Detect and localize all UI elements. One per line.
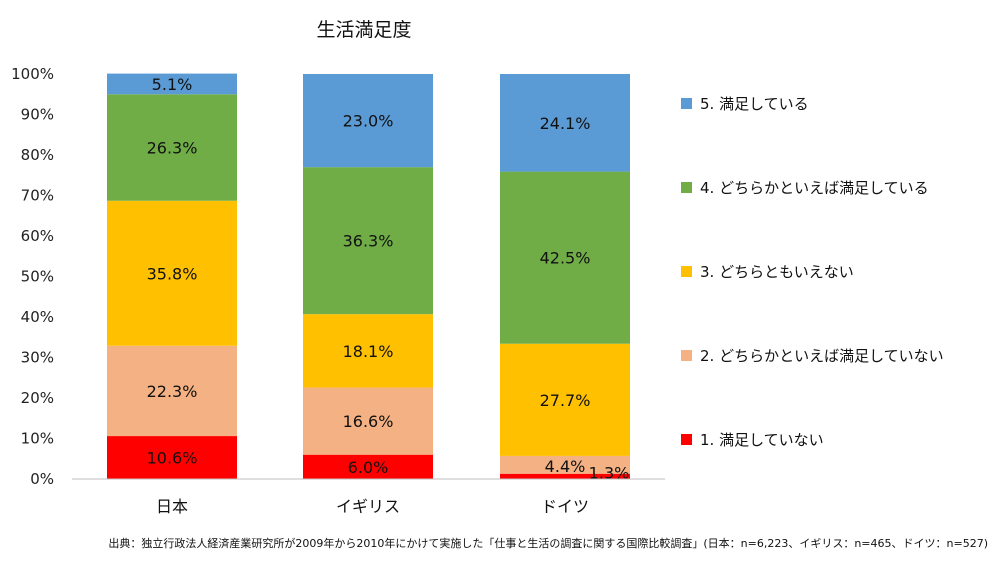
y-tick-label: 70% [21,187,54,205]
bar-segment [303,454,433,479]
bar-segment [500,171,630,344]
legend: 5. 満足している 4. どちらかといえば満足している 3. どちらともいえない 2.… [681,95,944,449]
x-category-label: ドイツ [541,497,589,516]
data-label: 18.1% [343,342,394,361]
data-label: 5.1% [152,75,193,94]
legend-swatch [681,182,692,193]
data-label: 36.3% [343,232,394,251]
bar-segment [500,74,630,172]
bar-segment [303,314,433,388]
data-label: 27.7% [540,391,591,410]
y-tick-label: 50% [21,268,54,286]
y-tick-label: 90% [21,106,54,124]
y-tick-label: 100% [11,65,54,83]
data-label: 42.5% [540,249,591,268]
legend-swatch [681,350,692,361]
legend-swatch [681,98,692,109]
legend-label: 3. どちらともいえない [700,263,854,281]
legend-swatch [681,434,692,445]
y-tick-label: 60% [21,227,54,245]
bar-segment [107,73,237,95]
data-label: 35.8% [147,264,198,283]
bars: 10.6% 22.3% 35.8% 26.3% 5.1% 6.0% 16.6% 18.1% 36… [107,73,630,482]
data-label: 4.4% [545,457,586,476]
data-label: 22.3% [147,382,198,401]
legend-swatch [681,266,692,277]
x-axis: 日本 イギリス ドイツ [72,478,665,516]
y-tick-label: 40% [21,308,54,326]
legend-label: 5. 満足している [700,95,809,113]
legend-label: 1. 満足していない [700,431,824,449]
legend-label: 4. どちらかといえば満足している [700,179,929,197]
bar-segment [303,74,433,168]
x-category-label: 日本 [156,497,188,516]
y-tick-label: 20% [21,389,54,407]
bar-segment [500,455,630,474]
data-label: 16.6% [343,412,394,431]
bar-segment [303,167,433,315]
y-tick-label: 10% [21,430,54,448]
bar-segment [303,387,433,455]
data-label: 1.3% [589,463,630,482]
data-label: 24.1% [540,114,591,133]
bar-segment [107,345,237,437]
data-label: 6.0% [348,458,389,477]
bar-segment [107,436,237,479]
source-note: 出典：独立行政法人経済産業研究所が2009年から2010年にかけて実施した「仕事… [108,536,988,550]
y-axis: 0% 10% 20% 30% 40% 50% 60% 70% 80% 90% 100% [11,65,54,488]
data-label: 26.3% [147,139,198,158]
data-label: 10.6% [147,449,198,468]
x-category-label: イギリス [336,497,400,516]
y-tick-label: 30% [21,349,54,367]
chart-title: 生活満足度 [316,19,411,41]
legend-label: 2. どちらかといえば満足していない [700,347,944,365]
y-tick-label: 80% [21,146,54,164]
bar-segment [500,343,630,456]
data-label: 23.0% [343,112,394,131]
bar-segment [107,200,237,346]
y-tick-label: 0% [30,470,54,488]
bar-segment [107,94,237,201]
bar-segment [500,473,630,479]
